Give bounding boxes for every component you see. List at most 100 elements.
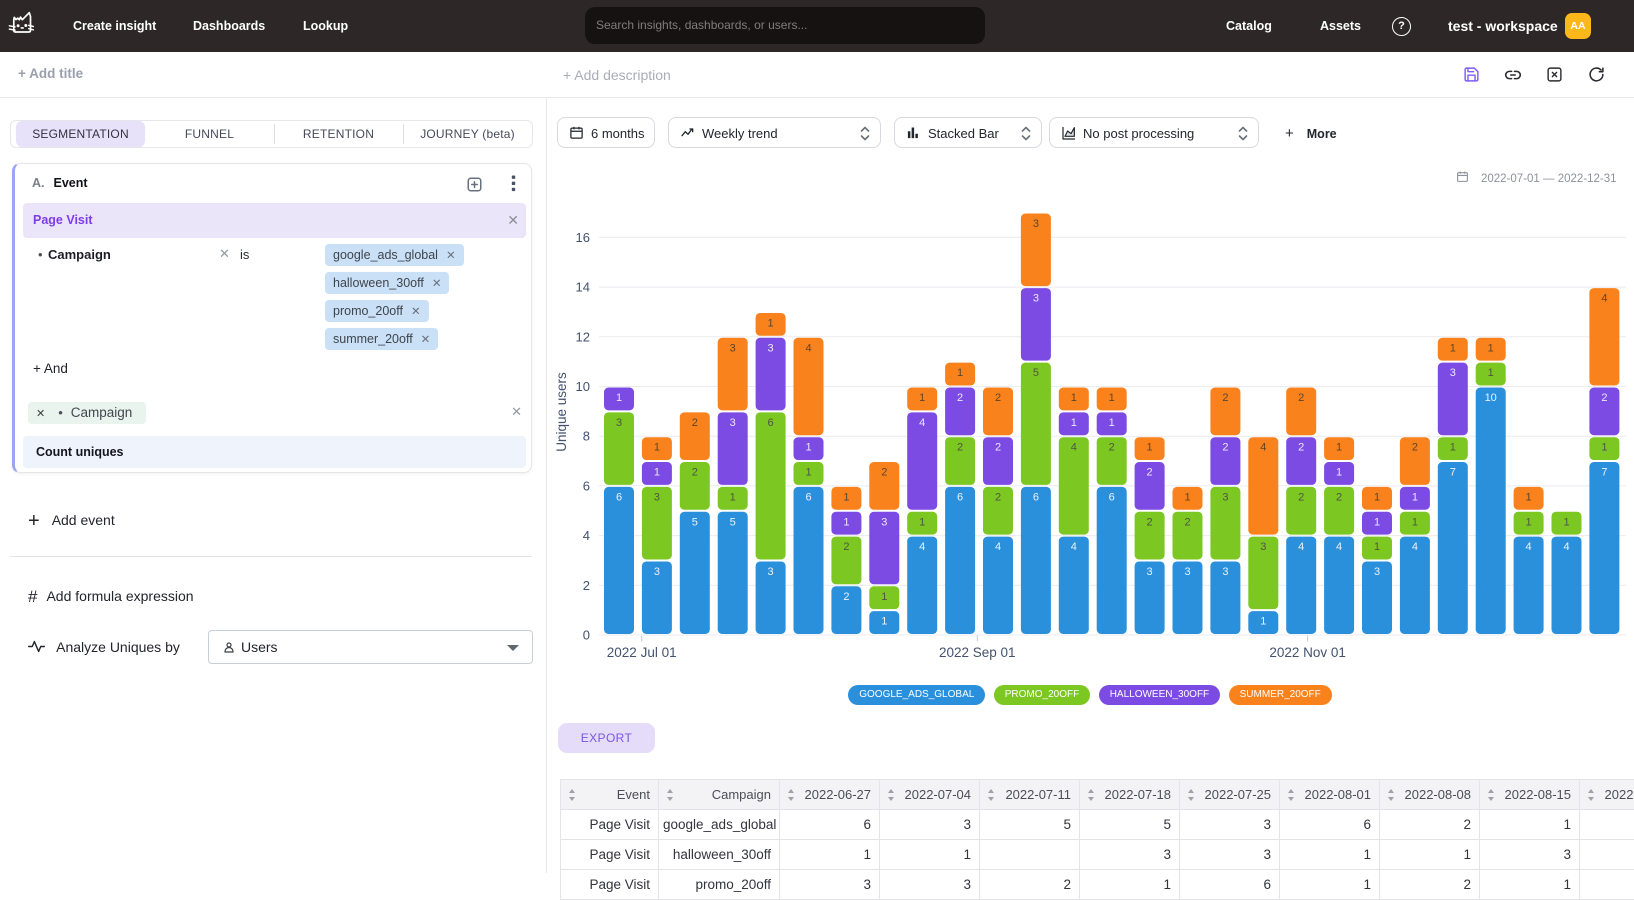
svg-text:1: 1 (919, 392, 925, 404)
svg-text:6: 6 (616, 491, 622, 503)
svg-text:2: 2 (957, 392, 963, 404)
svg-text:1: 1 (1336, 467, 1342, 479)
svg-text:1: 1 (1450, 342, 1456, 354)
svg-text:5: 5 (730, 516, 736, 528)
svg-text:2: 2 (1222, 442, 1228, 454)
svg-text:2: 2 (1109, 442, 1115, 454)
svg-text:5: 5 (1033, 367, 1039, 379)
svg-text:6: 6 (768, 417, 774, 429)
svg-text:3: 3 (1260, 541, 1266, 553)
svg-text:0: 0 (583, 628, 590, 643)
svg-text:2022 Sep 01: 2022 Sep 01 (939, 645, 1016, 660)
svg-text:2: 2 (995, 392, 1001, 404)
svg-text:1: 1 (1109, 417, 1115, 429)
svg-text:1: 1 (616, 392, 622, 404)
svg-text:3: 3 (730, 417, 736, 429)
svg-text:3: 3 (1147, 566, 1153, 578)
svg-text:1: 1 (730, 491, 736, 503)
svg-text:4: 4 (1526, 541, 1532, 553)
svg-text:3: 3 (654, 566, 660, 578)
svg-text:12: 12 (576, 329, 590, 344)
svg-text:2: 2 (995, 442, 1001, 454)
svg-text:4: 4 (919, 417, 925, 429)
svg-text:4: 4 (1601, 293, 1607, 305)
svg-text:3: 3 (881, 516, 887, 528)
svg-text:2: 2 (1222, 392, 1228, 404)
svg-text:1: 1 (1526, 516, 1532, 528)
svg-text:8: 8 (583, 429, 590, 444)
svg-text:3: 3 (1450, 367, 1456, 379)
svg-text:1: 1 (1450, 442, 1456, 454)
svg-text:6: 6 (1109, 491, 1115, 503)
svg-text:1: 1 (1374, 541, 1380, 553)
svg-text:1: 1 (1147, 442, 1153, 454)
svg-text:4: 4 (1260, 442, 1266, 454)
svg-text:2022 Nov 01: 2022 Nov 01 (1269, 645, 1346, 660)
svg-text:1: 1 (1563, 516, 1569, 528)
svg-text:2: 2 (583, 578, 590, 593)
svg-text:4: 4 (1563, 541, 1569, 553)
svg-text:2: 2 (692, 417, 698, 429)
svg-text:6: 6 (805, 491, 811, 503)
svg-text:2: 2 (692, 467, 698, 479)
svg-text:3: 3 (768, 566, 774, 578)
svg-text:2: 2 (843, 541, 849, 553)
svg-text:4: 4 (1298, 541, 1304, 553)
svg-text:7: 7 (1450, 467, 1456, 479)
svg-text:3: 3 (768, 342, 774, 354)
svg-text:2: 2 (843, 591, 849, 603)
svg-text:3: 3 (1033, 218, 1039, 230)
svg-text:3: 3 (654, 491, 660, 503)
svg-text:4: 4 (1336, 541, 1342, 553)
svg-text:1: 1 (843, 491, 849, 503)
svg-text:1: 1 (1374, 491, 1380, 503)
svg-text:1: 1 (881, 616, 887, 628)
svg-text:1: 1 (957, 367, 963, 379)
svg-text:1: 1 (1260, 616, 1266, 628)
svg-text:1: 1 (1184, 491, 1190, 503)
svg-text:2: 2 (995, 491, 1001, 503)
svg-text:3: 3 (1374, 566, 1380, 578)
svg-text:10: 10 (576, 379, 590, 394)
svg-text:1: 1 (1601, 442, 1607, 454)
svg-text:3: 3 (1033, 293, 1039, 305)
svg-text:2: 2 (1601, 392, 1607, 404)
svg-text:1: 1 (881, 591, 887, 603)
svg-text:1: 1 (768, 317, 774, 329)
svg-text:3: 3 (1222, 491, 1228, 503)
svg-text:1: 1 (1109, 392, 1115, 404)
svg-text:1: 1 (1412, 516, 1418, 528)
svg-text:6: 6 (583, 478, 590, 493)
svg-text:2: 2 (1412, 442, 1418, 454)
svg-text:5: 5 (692, 516, 698, 528)
svg-text:1: 1 (919, 516, 925, 528)
svg-text:1: 1 (1412, 491, 1418, 503)
svg-text:2022 Jul 01: 2022 Jul 01 (607, 645, 677, 660)
svg-text:2: 2 (1147, 516, 1153, 528)
svg-text:1: 1 (1488, 367, 1494, 379)
svg-text:1: 1 (1336, 442, 1342, 454)
svg-text:1: 1 (805, 467, 811, 479)
svg-text:1: 1 (1071, 417, 1077, 429)
svg-text:4: 4 (1071, 541, 1077, 553)
svg-text:4: 4 (583, 528, 590, 543)
svg-text:16: 16 (576, 230, 590, 245)
svg-text:6: 6 (1033, 491, 1039, 503)
svg-text:1: 1 (654, 467, 660, 479)
svg-text:3: 3 (730, 342, 736, 354)
svg-text:6: 6 (957, 491, 963, 503)
svg-text:3: 3 (616, 417, 622, 429)
svg-text:2: 2 (1336, 491, 1342, 503)
svg-text:1: 1 (1374, 516, 1380, 528)
svg-text:2: 2 (1298, 491, 1304, 503)
svg-text:2: 2 (1184, 516, 1190, 528)
svg-text:3: 3 (1222, 566, 1228, 578)
svg-text:2: 2 (1298, 392, 1304, 404)
svg-text:2: 2 (881, 467, 887, 479)
svg-text:1: 1 (654, 442, 660, 454)
svg-text:2: 2 (957, 442, 963, 454)
svg-text:14: 14 (576, 280, 590, 295)
svg-text:7: 7 (1601, 467, 1607, 479)
svg-text:4: 4 (805, 342, 811, 354)
svg-text:4: 4 (995, 541, 1001, 553)
